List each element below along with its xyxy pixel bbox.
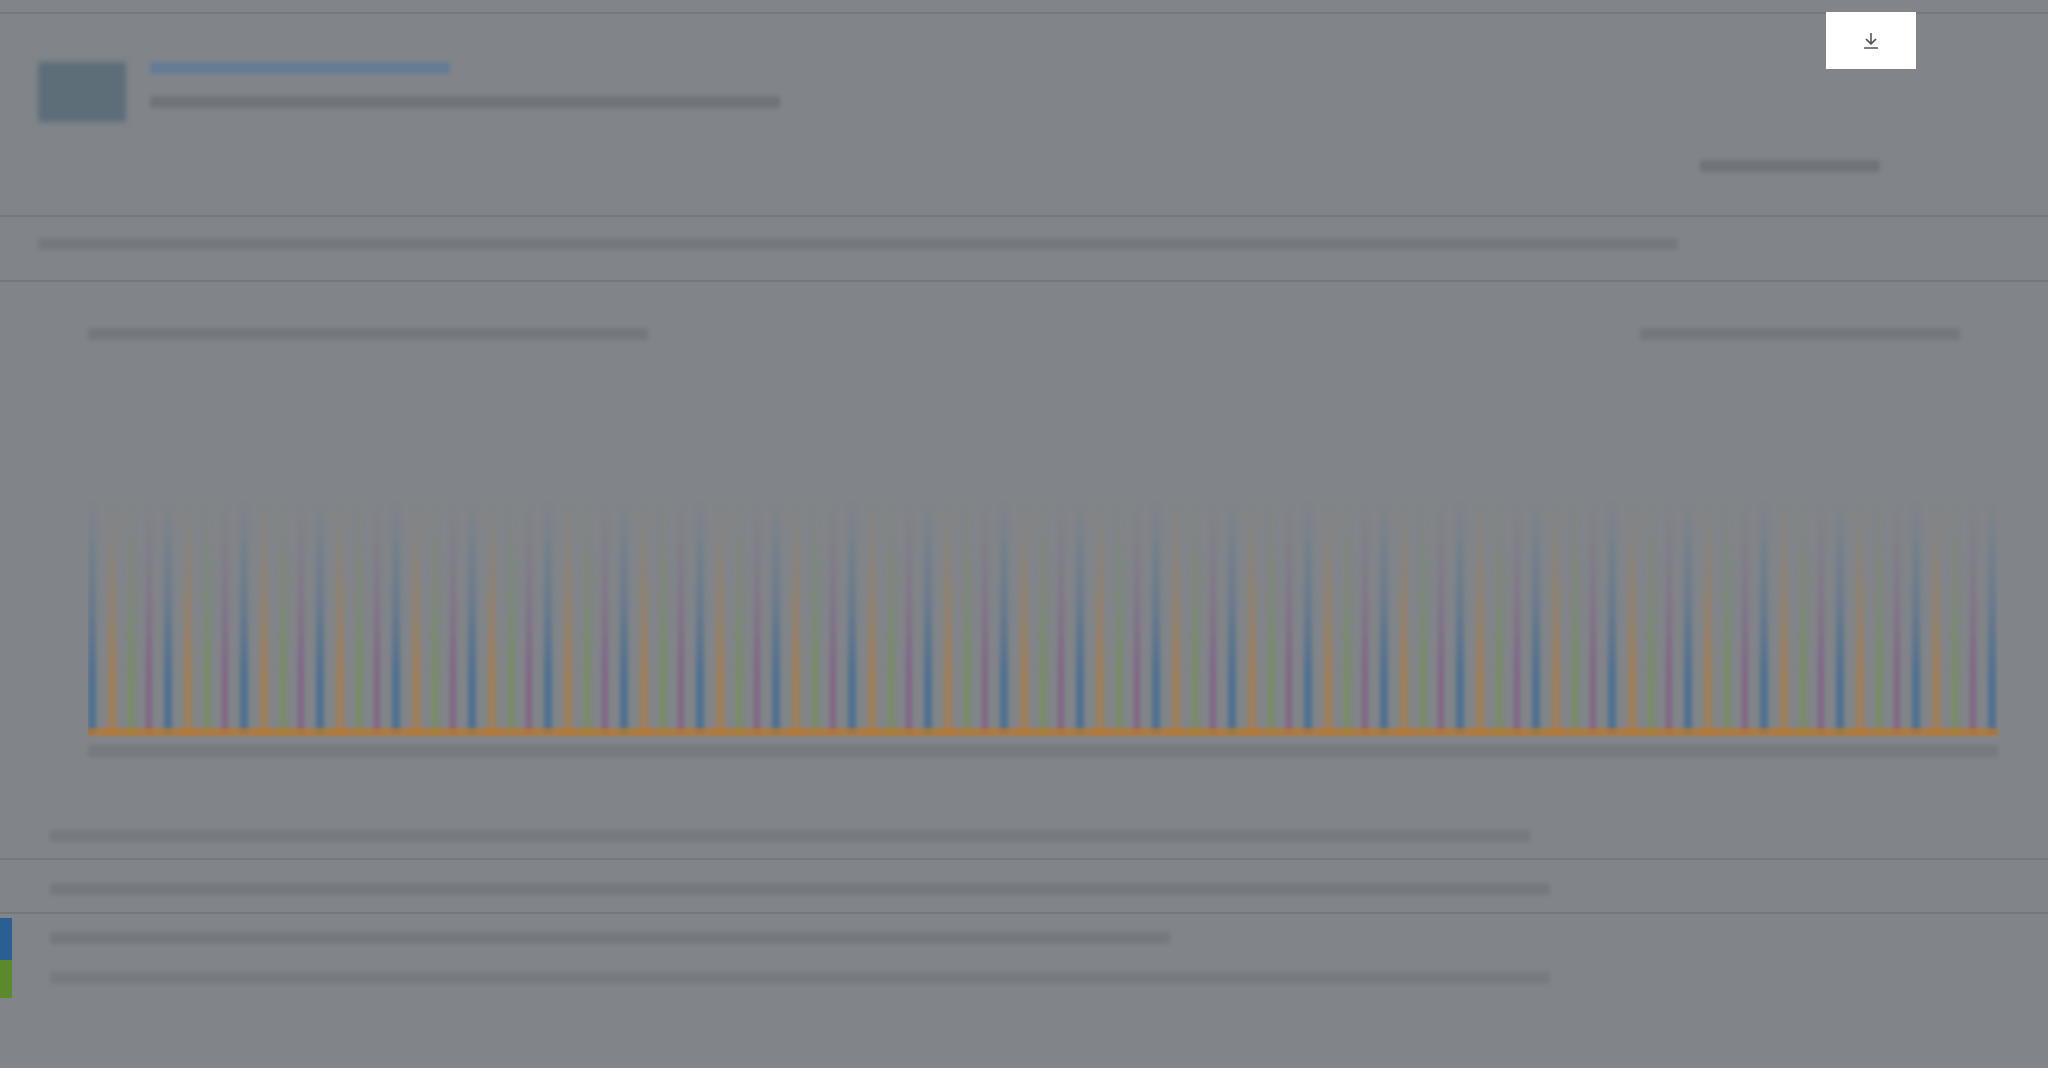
download-button[interactable] [1826, 12, 1916, 69]
blurred-chart-base [88, 728, 1998, 736]
blurred-text [1700, 160, 1880, 172]
blurred-text [50, 830, 1530, 842]
blurred-axis [88, 745, 1998, 757]
divider [0, 912, 2048, 914]
blurred-tabs [38, 238, 1678, 250]
blurred-text [150, 62, 450, 74]
blurred-text [88, 328, 648, 340]
download-icon [1864, 32, 1878, 49]
thumbnail [38, 62, 126, 122]
divider [0, 858, 2048, 860]
blurred-text [150, 96, 780, 108]
divider [0, 12, 2048, 14]
row-marker [0, 960, 12, 998]
blurred-table-header [50, 883, 1550, 895]
blurred-row [50, 932, 1170, 944]
divider [0, 280, 2048, 282]
blurred-chart [88, 500, 1998, 735]
blurred-row [50, 972, 1550, 984]
blurred-text [1640, 328, 1960, 340]
divider [0, 215, 2048, 217]
row-marker [0, 918, 12, 960]
